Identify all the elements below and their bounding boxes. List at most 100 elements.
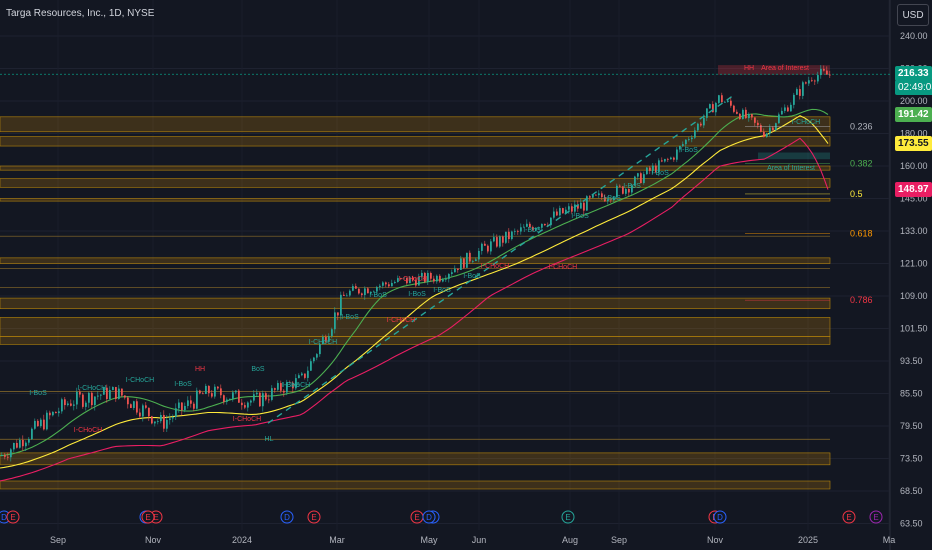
y-tick-label: 180.00 — [900, 129, 928, 139]
candle-body — [133, 401, 135, 408]
earnings-marker[interactable]: E — [141, 510, 155, 524]
candle-body — [295, 378, 297, 389]
candle-body — [115, 387, 117, 399]
structure-label: I-CHoCH — [282, 382, 310, 389]
candle-body — [235, 390, 237, 393]
zone-band — [0, 480, 831, 490]
candle-body — [625, 189, 627, 194]
candle-body — [730, 100, 732, 106]
candle-body — [493, 237, 495, 242]
candle-body — [550, 217, 552, 226]
candle-body — [784, 107, 786, 111]
candle-body — [646, 167, 648, 175]
candle-body — [274, 388, 276, 390]
candle-body — [220, 388, 222, 396]
candle-body — [556, 211, 558, 216]
candle-body — [403, 277, 405, 279]
structure-label: I-BoS — [623, 183, 641, 190]
candle-body — [499, 236, 501, 247]
candle-body — [442, 279, 444, 282]
candle-body — [559, 208, 561, 216]
zone-band — [0, 336, 831, 345]
earnings-marker[interactable]: E — [561, 510, 575, 524]
candle-body — [490, 241, 492, 252]
event-markers[interactable]: DEDEDEEDEEDEEDE — [0, 510, 883, 524]
structure-label: I-BoS — [571, 213, 589, 220]
earnings-marker[interactable]: E — [869, 510, 883, 524]
candle-body — [415, 279, 417, 286]
earnings-marker[interactable]: E — [307, 510, 321, 524]
x-tick-label: Sep — [50, 535, 66, 545]
candle-body — [385, 282, 387, 285]
structure-label: Area of Interest — [767, 165, 815, 172]
structure-label: I-BoS — [680, 147, 698, 154]
candle-body — [454, 268, 456, 273]
earnings-marker[interactable]: E — [6, 510, 20, 524]
structure-label: BoS — [251, 366, 265, 373]
candle-body — [823, 68, 825, 71]
candle-body — [310, 361, 312, 371]
candle-body — [739, 113, 741, 120]
candle-body — [373, 291, 375, 293]
candle-body — [40, 419, 42, 427]
candle-body — [271, 388, 273, 400]
candle-body — [136, 401, 138, 413]
candle-body — [787, 107, 789, 112]
dividend-marker[interactable]: D — [280, 510, 294, 524]
x-axis[interactable]: Sep Nov 2024 Mar May Jun Aug Sep Nov 2025 Ma — [50, 535, 895, 545]
candle-body — [226, 399, 228, 402]
price-tag: 148.97 — [895, 181, 932, 197]
currency-button[interactable]: USD — [897, 4, 929, 26]
candle-body — [475, 259, 477, 261]
candle-body — [34, 420, 36, 429]
candle-body — [763, 131, 765, 137]
candle-body — [232, 392, 234, 399]
candle-body — [496, 237, 498, 247]
candle-body — [634, 176, 636, 186]
candle-body — [4, 455, 6, 457]
candle-body — [211, 393, 213, 397]
candle-body — [616, 185, 618, 198]
candle-body — [112, 387, 114, 391]
candle-body — [736, 111, 738, 114]
candle-body — [421, 272, 423, 277]
candle-body — [676, 149, 678, 160]
candle-body — [160, 414, 162, 422]
candle-body — [193, 403, 195, 409]
candle-body — [565, 209, 567, 214]
candle-body — [337, 312, 339, 316]
candle-body — [166, 419, 168, 429]
zone-band — [0, 198, 831, 202]
candle-body — [742, 109, 744, 120]
candle-body — [247, 402, 249, 408]
zone-band — [0, 452, 831, 466]
candle-body — [655, 165, 657, 173]
dividend-marker[interactable]: D — [713, 510, 727, 524]
candle-body — [82, 394, 84, 407]
candle-body — [463, 258, 465, 268]
candle-body — [64, 399, 66, 406]
earnings-marker[interactable]: E — [410, 510, 424, 524]
earnings-marker[interactable]: E — [842, 510, 856, 524]
x-tick-label: Sep — [611, 535, 627, 545]
candle-body — [253, 394, 255, 401]
y-axis[interactable]: 240.00220.00200.00180.00160.00145.00133.… — [900, 31, 928, 529]
structure-label: I-CHoCH — [481, 263, 509, 270]
candle-body — [469, 252, 471, 262]
candle-body — [139, 412, 141, 417]
candle-body — [67, 403, 69, 406]
candle-body — [304, 373, 306, 378]
candle-body — [241, 402, 243, 406]
candle-body — [280, 383, 282, 391]
candle-body — [718, 95, 720, 103]
candle-body — [124, 395, 126, 398]
candle-body — [502, 236, 504, 243]
candle-body — [589, 196, 591, 198]
dividend-marker[interactable]: D — [422, 510, 436, 524]
structure-label: I-BoS — [603, 195, 621, 202]
candle-body — [445, 278, 447, 280]
candle-body — [205, 385, 207, 394]
candle-body — [670, 157, 672, 160]
area-of-interest-top — [718, 65, 830, 75]
